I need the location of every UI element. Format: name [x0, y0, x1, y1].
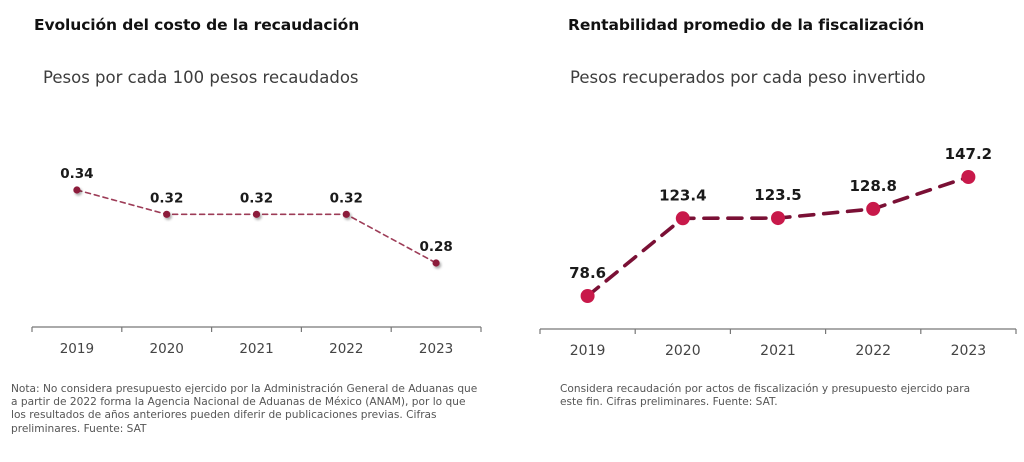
right-chart-note: Considera recaudación por actos de fisca…: [560, 383, 971, 409]
right-data-label: 78.6: [569, 264, 606, 282]
right-chart-title: Rentabilidad promedio de la fiscalizació…: [568, 16, 925, 34]
left-data-point: [342, 210, 350, 218]
left-data-label: 0.32: [150, 190, 183, 206]
left-x-tick-label: 2019: [60, 341, 94, 357]
right-data-label: 123.4: [659, 186, 706, 204]
left-data-label: 0.32: [240, 190, 273, 206]
right-x-tick-label: 2021: [760, 343, 796, 359]
right-chart-subtitle: Pesos recuperados por cada peso invertid…: [570, 68, 926, 87]
left-chart-subtitle: Pesos por cada 100 pesos recaudados: [43, 68, 359, 87]
left-x-tick-label: 2022: [329, 341, 363, 357]
left-data-point: [163, 210, 171, 218]
right-x-tick-label: 2020: [665, 343, 701, 359]
left-x-tick-label: 2020: [150, 341, 184, 357]
left-data-point: [252, 210, 261, 218]
right-data-point: [675, 211, 690, 226]
left-data-point: [432, 259, 440, 267]
left-x-tick-label: 2021: [239, 341, 273, 357]
right-x-tick-label: 2019: [570, 343, 606, 359]
left-x-tick-label: 2023: [419, 341, 453, 357]
left-data-point: [73, 186, 81, 194]
left-data-label: 0.32: [330, 190, 363, 206]
left-data-label: 0.28: [419, 239, 452, 255]
right-data-label: 128.8: [849, 177, 896, 195]
right-x-tick-label: 2023: [951, 343, 987, 359]
left-data-label: 0.34: [60, 166, 93, 182]
right-x-tick-label: 2022: [855, 343, 891, 359]
left-chart-title: Evolución del costo de la recaudación: [34, 16, 360, 34]
right-data-point: [771, 211, 785, 226]
right-data-label: 123.5: [754, 186, 801, 204]
left-chart-note: Nota: No considera presupuesto ejercido …: [11, 383, 478, 435]
right-data-label: 147.2: [945, 145, 992, 163]
right-data-point: [866, 201, 881, 216]
right-data-point: [961, 170, 976, 184]
left-chart: 2019 2020 2021 2022 2023 0.34 0.32 0.32 0.32 0.28: [31, 166, 482, 357]
right-chart: 2019 2020 2021 2022 2023 78.6 123.4 123.5 128.8 1…: [539, 145, 1017, 359]
right-data-point: [580, 289, 595, 303]
